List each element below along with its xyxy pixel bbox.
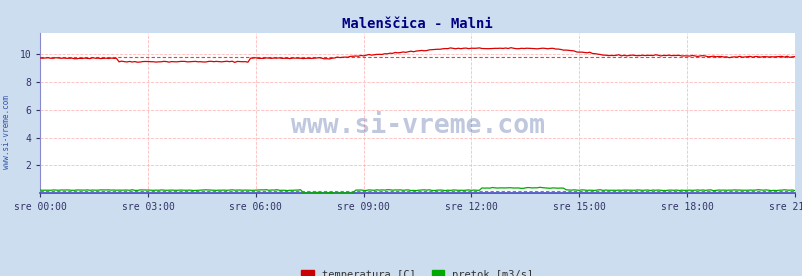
Legend: temperatura [C], pretok [m3/s]: temperatura [C], pretok [m3/s] <box>297 266 537 276</box>
Title: Malenščica - Malni: Malenščica - Malni <box>342 17 492 31</box>
Text: www.si-vreme.com: www.si-vreme.com <box>2 95 11 169</box>
Text: www.si-vreme.com: www.si-vreme.com <box>290 113 544 139</box>
